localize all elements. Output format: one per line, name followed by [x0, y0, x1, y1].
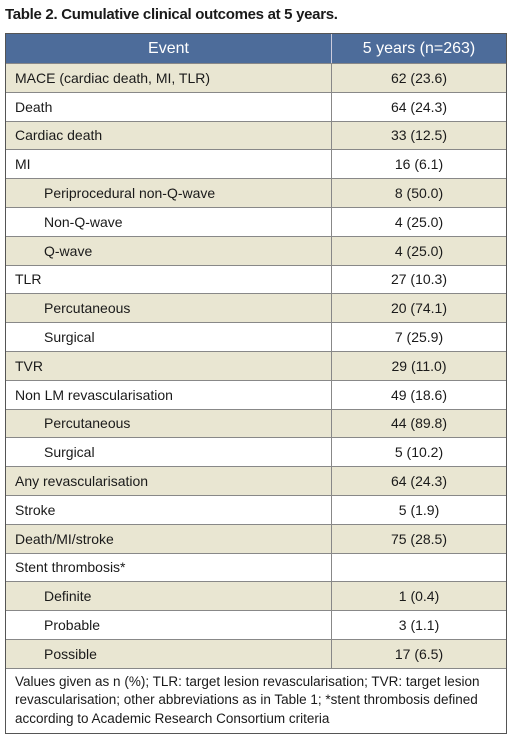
value-cell: 29 (11.0)	[391, 357, 447, 374]
value-cell: 7 (25.9)	[394, 329, 444, 346]
value-cell: 4 (25.0)	[394, 242, 444, 259]
row: Stroke 5 (1.9)	[6, 494, 506, 524]
event-cell: Q-wave	[6, 236, 332, 265]
sub-row: Periprocedural non-Q-wave 8 (50.0)	[6, 178, 506, 207]
value-cell: 64 (24.3)	[390, 473, 448, 490]
row: Stent thrombosis*	[6, 552, 506, 582]
value-cell: 64 (24.3)	[390, 98, 448, 115]
sub-row: Surgical 7 (25.9)	[6, 322, 506, 351]
row: Death/MI/stroke 75 (28.5)	[6, 523, 506, 553]
value-cell: 75 (28.5)	[390, 530, 448, 547]
row: TLR 27 (10.3)	[6, 264, 506, 294]
value-cell: 5 (1.9)	[398, 501, 440, 518]
event-cell: Death	[6, 92, 332, 121]
event-cell: Percutaneous	[6, 409, 332, 438]
row: MI 16 (6.1)	[6, 149, 506, 179]
footnote: Values given as n (%); TLR: target lesio…	[6, 667, 506, 734]
sub-row: Probable 3 (1.1)	[6, 610, 506, 639]
row: Death 64 (24.3)	[6, 91, 506, 121]
table-title: Table 2. Cumulative clinical outcomes at…	[5, 6, 338, 23]
row: TVR 29 (11.0)	[6, 350, 506, 380]
event-cell: MACE (cardiac death, MI, TLR)	[6, 64, 332, 92]
event-cell: Death/MI/stroke	[6, 524, 332, 553]
sub-row: Percutaneous 20 (74.1)	[6, 293, 506, 323]
event-cell: Stroke	[6, 495, 332, 524]
value-cell: 8 (50.0)	[394, 185, 444, 202]
value-cell: 33 (12.5)	[390, 127, 448, 144]
value-cell	[332, 554, 506, 582]
sub-row: Definite 1 (0.4)	[6, 581, 506, 611]
event-cell: TLR	[6, 265, 332, 294]
event-cell: Stent thrombosis*	[6, 553, 332, 582]
value-cell: 1 (0.4)	[398, 588, 440, 605]
event-cell: Periprocedural non-Q-wave	[6, 179, 332, 207]
event-cell: Surgical	[6, 438, 332, 467]
event-cell: Percutaneous	[6, 294, 332, 323]
event-cell: MI	[6, 150, 332, 179]
sub-row: Possible 17 (6.5)	[6, 638, 506, 668]
value-cell: 62 (23.6)	[390, 69, 448, 86]
value-cell: 16 (6.1)	[394, 156, 444, 173]
row: Non LM revascularisation 49 (18.6)	[6, 379, 506, 409]
event-cell: Non LM revascularisation	[6, 380, 332, 409]
value-cell: 5 (10.2)	[394, 444, 444, 461]
value-cell: 3 (1.1)	[398, 617, 440, 634]
row: Cardiac death 33 (12.5)	[6, 120, 506, 150]
table-body: MACE (cardiac death, MI, TLR) 62 (23.6) De…	[6, 63, 506, 668]
table: Event 5 years (n=263) MACE (cardiac deat…	[5, 33, 507, 734]
header-cell: 5 years (n=263)	[362, 39, 476, 57]
header-row: Event 5 years (n=263)	[6, 34, 506, 63]
row: Any revascularisation 64 (24.3)	[6, 466, 506, 495]
value-cell: 17 (6.5)	[394, 645, 444, 662]
value-cell: 44 (89.8)	[390, 415, 448, 432]
event-cell: Any revascularisation	[6, 467, 332, 495]
event-cell: Cardiac death	[6, 121, 332, 150]
event-cell: Surgical	[6, 323, 332, 351]
value-cell: 49 (18.6)	[390, 386, 448, 403]
row: MACE (cardiac death, MI, TLR) 62 (23.6)	[6, 63, 506, 92]
sub-row: Surgical 5 (10.2)	[6, 437, 506, 467]
event-cell: Possible	[6, 639, 332, 668]
value-cell: 27 (10.3)	[390, 271, 448, 288]
event-cell: Probable	[6, 611, 332, 639]
event-cell: Non-Q-wave	[6, 207, 332, 236]
value-cell: 4 (25.0)	[394, 213, 444, 230]
header-cell: Event	[6, 34, 332, 63]
sub-row: Non-Q-wave 4 (25.0)	[6, 206, 506, 236]
sub-row: Q-wave 4 (25.0)	[6, 235, 506, 265]
event-cell: TVR	[6, 351, 332, 380]
value-cell: 20 (74.1)	[390, 300, 448, 317]
event-cell: Definite	[6, 582, 332, 611]
sub-row: Percutaneous 44 (89.8)	[6, 408, 506, 438]
